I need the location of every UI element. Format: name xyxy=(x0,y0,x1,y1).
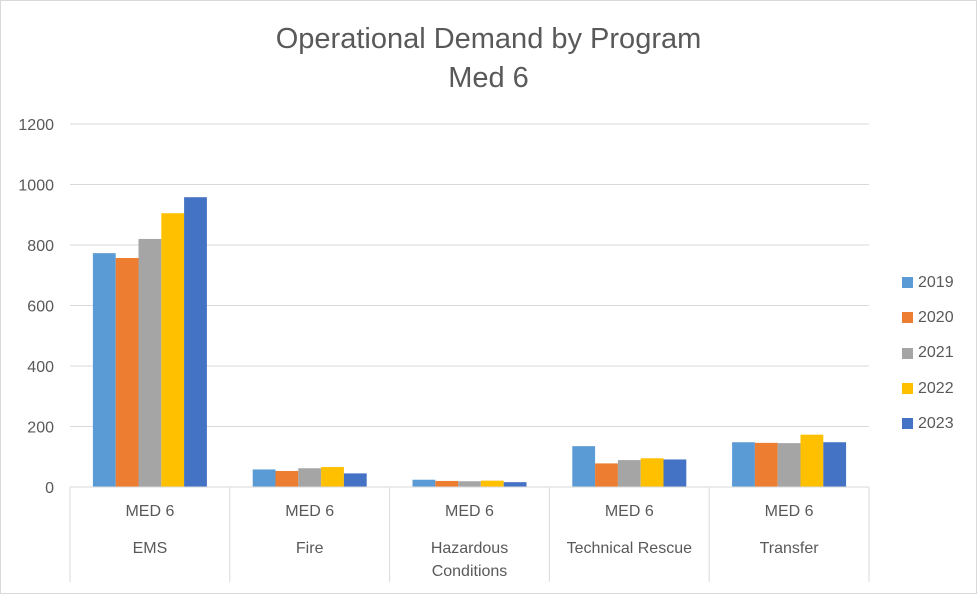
legend-swatch xyxy=(902,418,913,430)
category-sublabel: MED 6 xyxy=(765,503,814,520)
category-label: Fire xyxy=(296,540,324,557)
category-label: Hazardous Conditions xyxy=(431,540,508,580)
chart-title: Operational Demand by Program xyxy=(275,23,702,55)
bar-2022 xyxy=(480,480,504,487)
bar-2021 xyxy=(777,443,801,487)
y-tick-label: 400 xyxy=(27,359,54,376)
category-label: Transfer xyxy=(760,540,820,557)
y-tick-label: 1000 xyxy=(18,178,54,195)
bar-2021 xyxy=(458,481,481,487)
legend-swatch xyxy=(902,347,913,359)
legend-item-2021: 2021 xyxy=(902,336,954,371)
legend-label: 2021 xyxy=(918,344,954,362)
bar-2022 xyxy=(800,434,824,487)
category-sublabel: MED 6 xyxy=(605,503,654,520)
bar-2020 xyxy=(275,470,299,487)
legend-swatch xyxy=(902,383,913,395)
bar-2022 xyxy=(321,467,344,487)
bar-2021 xyxy=(298,468,322,487)
legend-item-2019: 2019 xyxy=(902,265,954,300)
legend-swatch xyxy=(902,312,913,324)
category-label: EMS xyxy=(133,540,168,557)
bar-2020 xyxy=(595,463,618,487)
bar-2023 xyxy=(823,442,847,487)
legend-label: 2022 xyxy=(918,379,954,397)
legend-swatch xyxy=(902,277,913,289)
legend-item-2022: 2022 xyxy=(902,371,954,406)
bar-2019 xyxy=(92,253,116,487)
category-label: Technical Rescue xyxy=(567,540,693,557)
y-tick-label: 600 xyxy=(27,299,54,316)
bar-2019 xyxy=(252,469,276,487)
bar-2021 xyxy=(138,238,162,487)
y-tick-label: 0 xyxy=(45,480,54,497)
bar-2020 xyxy=(115,258,139,487)
chart-legend: 2019 2020 2021 2022 2023 xyxy=(902,265,954,441)
bar-2021 xyxy=(617,460,641,487)
bar-2020 xyxy=(435,480,459,487)
y-tick-label: 800 xyxy=(27,238,54,255)
category-sublabel: MED 6 xyxy=(285,503,334,520)
bar-2022 xyxy=(161,213,185,488)
bar-2023 xyxy=(503,482,527,487)
bar-2022 xyxy=(640,458,664,487)
legend-item-2020: 2020 xyxy=(902,300,954,335)
legend-label: 2023 xyxy=(918,414,954,432)
bar-2019 xyxy=(572,446,596,487)
bar-2020 xyxy=(754,442,778,487)
y-tick-label: 1200 xyxy=(18,117,54,134)
bar-2023 xyxy=(184,197,207,487)
chart-subtitle: Med 6 xyxy=(448,62,529,94)
bar-2019 xyxy=(732,442,755,487)
legend-label: 2020 xyxy=(918,308,954,326)
category-sublabel: MED 6 xyxy=(125,503,174,520)
bar-2023 xyxy=(343,473,367,487)
bar-2019 xyxy=(412,479,436,487)
category-sublabel: MED 6 xyxy=(445,503,494,520)
legend-label: 2019 xyxy=(918,273,954,291)
y-tick-label: 200 xyxy=(27,420,54,437)
bar-2023 xyxy=(663,459,687,487)
legend-item-2023: 2023 xyxy=(902,406,954,441)
